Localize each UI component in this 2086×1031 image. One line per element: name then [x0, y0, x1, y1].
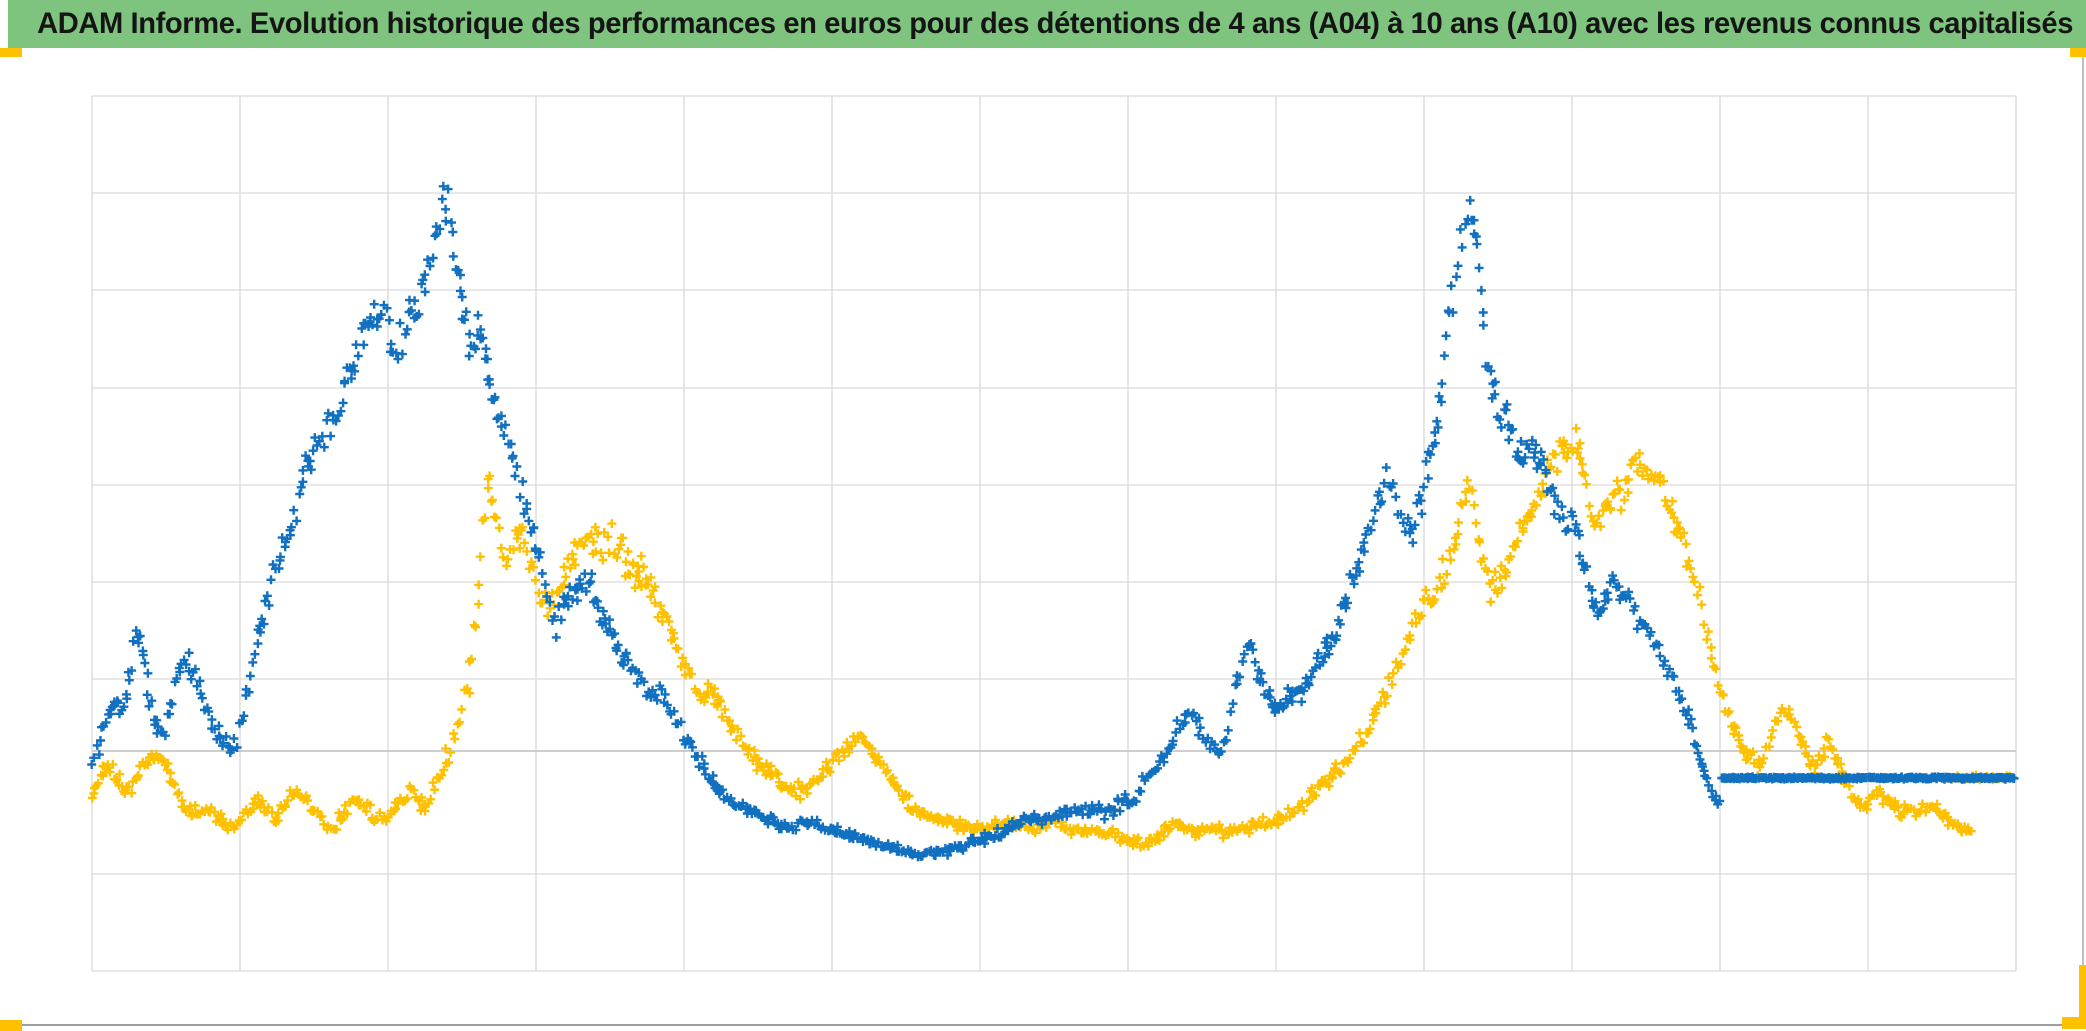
accent-top-right	[2070, 48, 2086, 57]
bottom-border	[0, 1024, 2086, 1026]
accent-top-left	[0, 48, 22, 57]
accent-bottom-right-foot	[2062, 1017, 2086, 1029]
yellow-series-A10	[87, 423, 2017, 852]
accent-bottom-left	[0, 1020, 22, 1031]
title-bar: ADAM Informe. Evolution historique des p…	[8, 0, 2086, 48]
accent-bottom-right-bar	[2079, 965, 2086, 1029]
blue-series-A04	[87, 181, 2019, 862]
report-title: ADAM Informe. Evolution historique des p…	[37, 7, 2074, 40]
right-border	[2082, 48, 2084, 1025]
